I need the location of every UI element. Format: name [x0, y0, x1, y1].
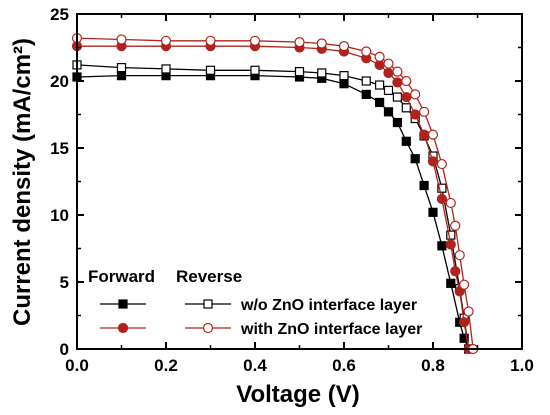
data-point — [383, 67, 394, 79]
data-point — [383, 58, 394, 69]
data-point — [392, 66, 403, 77]
data-point — [294, 37, 305, 48]
data-point — [383, 107, 394, 117]
legend-header-reverse: Reverse — [176, 267, 242, 286]
data-point — [419, 106, 430, 117]
data-point — [249, 35, 261, 46]
x-tick-label: 0.2 — [154, 356, 178, 375]
x-axis-title: Voltage (V) — [236, 381, 360, 408]
data-point — [361, 89, 371, 100]
data-point — [401, 91, 412, 103]
data-point — [459, 333, 469, 343]
data-point — [374, 51, 385, 62]
data-point — [427, 156, 439, 167]
data-point — [361, 76, 371, 86]
data-point — [294, 67, 305, 77]
data-point — [419, 129, 430, 140]
y-tick-label: 5 — [60, 273, 69, 292]
data-point — [205, 65, 216, 75]
data-point — [392, 77, 403, 88]
legend-marker-reverse — [203, 299, 213, 309]
data-point — [361, 46, 372, 57]
legend: Forward Reverse w/o ZnO interface layer wit… — [88, 267, 422, 338]
data-point — [339, 71, 349, 81]
legend-label: with ZnO interface layer — [240, 321, 422, 338]
data-point — [410, 89, 421, 100]
legend-marker-forward — [118, 299, 128, 309]
x-tick-label: 0.0 — [65, 356, 89, 375]
y-tick-label: 20 — [50, 72, 69, 91]
legend-marker-forward — [117, 322, 129, 334]
data-point — [445, 197, 456, 209]
data-point — [459, 279, 470, 290]
data-point — [392, 117, 402, 128]
legend-marker-reverse — [202, 322, 214, 334]
data-point — [339, 79, 349, 89]
data-point — [410, 154, 420, 164]
data-point — [401, 75, 412, 87]
y-axis-title: Current density (mA/cm²) — [9, 38, 36, 326]
data-point — [161, 64, 171, 74]
data-point — [436, 158, 447, 170]
x-tick-label: 0.8 — [421, 356, 445, 375]
data-point — [401, 136, 411, 146]
data-point — [437, 183, 447, 193]
x-tick-label: 0.4 — [243, 356, 267, 375]
series-3 — [71, 33, 479, 355]
x-tick-label: 1.0 — [510, 356, 534, 375]
y-tick-label: 25 — [50, 5, 69, 24]
series-0 — [72, 71, 474, 354]
axes-layer: 0.0 0.2 0.4 0.6 0.8 1.0 0 5 10 15 20 25 — [50, 5, 534, 375]
data-point — [316, 38, 327, 49]
y-tick-label: 15 — [50, 139, 69, 158]
data-point — [450, 220, 461, 231]
data-point — [446, 230, 456, 240]
legend-header-forward: Forward — [88, 267, 155, 286]
data-point — [375, 80, 385, 90]
data-point — [116, 34, 127, 45]
data-point — [428, 207, 438, 217]
data-point — [427, 129, 439, 140]
data-point — [463, 306, 474, 317]
data-point — [445, 239, 456, 250]
data-point — [401, 103, 411, 113]
data-point — [436, 193, 447, 205]
data-point — [116, 62, 127, 73]
series-line — [77, 45, 470, 350]
data-point — [116, 71, 127, 81]
data-point — [392, 92, 402, 102]
data-point — [160, 35, 172, 46]
data-point — [375, 97, 385, 108]
data-point — [454, 250, 465, 261]
data-point — [317, 68, 327, 78]
data-point — [450, 266, 461, 277]
y-tick-label: 0 — [60, 340, 69, 359]
data-point — [410, 109, 421, 120]
data-point — [250, 65, 260, 75]
x-tick-label: 0.6 — [332, 356, 356, 375]
legend-label: w/o ZnO interface layer — [240, 297, 417, 314]
data-point — [419, 180, 429, 191]
data-point — [459, 317, 470, 328]
data-point — [205, 35, 216, 46]
data-point — [446, 278, 456, 288]
data-point — [383, 85, 394, 95]
y-tick-label: 10 — [50, 206, 69, 225]
data-point — [437, 241, 447, 251]
data-point — [338, 41, 350, 52]
